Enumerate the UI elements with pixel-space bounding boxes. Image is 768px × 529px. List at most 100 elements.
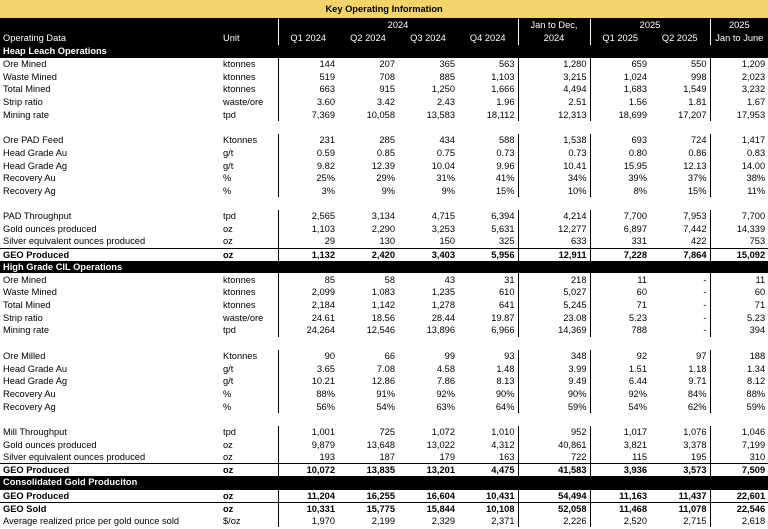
- value-cell: 188: [709, 349, 768, 363]
- data-row: Recovery Ag% 56% 54% 63% 64% 59% 54% 62% 59%: [0, 400, 768, 413]
- value-cell: 40,861: [517, 438, 590, 451]
- value-cell: 84%: [687, 388, 707, 399]
- value-cell: 56%: [277, 400, 338, 413]
- value-cell: 29: [277, 235, 338, 248]
- value-cell: 7,700: [709, 209, 768, 223]
- value-cell: 1.48: [496, 363, 515, 374]
- value-cell: 18.56: [371, 312, 395, 323]
- value-cell: 1,280: [517, 57, 590, 71]
- value-cell: 62%: [687, 401, 707, 412]
- period-header: Jan to Dec,: [517, 18, 590, 32]
- row-unit: ktonnes: [223, 274, 256, 285]
- value-cell: 31%: [436, 173, 455, 184]
- column-header: Operating Data: [0, 31, 220, 45]
- value-cell: 11,468: [589, 501, 650, 515]
- value-cell: 54%: [589, 400, 650, 413]
- value-cell: 92%: [589, 387, 650, 401]
- column-header: Q2 2024: [338, 31, 398, 45]
- value-cell: 6,966: [491, 325, 515, 336]
- data-row: Head Grade Au g/t 3.65 7.08 4.58 1.48 3.99 1.51…: [0, 362, 768, 375]
- column-header: Unit: [220, 31, 278, 45]
- value-cell: 1,076: [683, 426, 707, 437]
- row-unit: ktonnes: [223, 300, 256, 311]
- value-cell: 1,024: [589, 70, 650, 84]
- value-cell: 22,601: [709, 488, 768, 503]
- value-cell: 99: [444, 350, 455, 361]
- spacer: [0, 197, 768, 210]
- value-cell: -: [703, 312, 707, 323]
- value-cell: 2,329: [431, 516, 455, 527]
- value-cell: 1,209: [709, 57, 768, 71]
- year-header: 2025: [589, 18, 710, 32]
- value-cell: 915: [379, 84, 395, 95]
- value-cell: 93: [504, 350, 515, 361]
- value-cell: 193: [277, 451, 338, 464]
- year-header: 2025: [709, 18, 768, 32]
- value-cell: 434: [439, 135, 455, 146]
- row-unit: waste/ore: [223, 312, 264, 323]
- value-cell: 3,936: [589, 463, 650, 477]
- row-label: Ore Mined: [3, 59, 47, 70]
- value-cell: 115: [589, 451, 650, 464]
- value-cell: 4.58: [436, 363, 455, 374]
- row-label: Total Mined: [3, 300, 51, 311]
- value-cell: -: [703, 287, 707, 298]
- value-cell: 15.95: [589, 159, 650, 172]
- value-cell: 1,666: [491, 84, 515, 95]
- value-cell: 3,215: [517, 70, 590, 84]
- value-cell: 37%: [687, 173, 707, 184]
- value-cell: 9.71: [688, 376, 707, 387]
- row-label: Head Grade Au: [3, 147, 68, 158]
- data-row: Ore Mined ktonnes 85 58 43 31 218 11-11: [0, 273, 768, 287]
- value-cell: 2,099: [277, 286, 338, 299]
- row-label: Recovery Au: [3, 173, 56, 184]
- spacer: [0, 121, 768, 134]
- value-cell: 0.73: [517, 146, 590, 160]
- value-cell: 663: [277, 83, 338, 96]
- value-cell: 5.23: [709, 311, 768, 325]
- value-cell: 12,546: [366, 325, 395, 336]
- value-cell: 8.12: [709, 374, 768, 388]
- value-cell: 633: [517, 235, 590, 248]
- section-title: Consolidated Gold Produciton: [0, 476, 768, 490]
- value-cell: 52,058: [517, 501, 590, 515]
- row-unit: %: [223, 388, 232, 399]
- row-label: Mining rate: [3, 325, 49, 336]
- data-row: Strip ratio waste/ore 3.60 3.42 2.43 1.96 2.51…: [0, 95, 768, 109]
- value-cell: 1,083: [371, 287, 395, 298]
- value-cell: 1,017: [589, 425, 650, 439]
- value-cell: 1,278: [431, 300, 455, 311]
- value-cell: 348: [517, 349, 590, 363]
- value-cell: 10,108: [458, 501, 518, 515]
- value-cell: 11,204: [277, 488, 338, 503]
- value-cell: 1,142: [371, 300, 395, 311]
- spacer-row: [0, 197, 768, 210]
- value-cell: -: [703, 325, 707, 336]
- value-cell: 1.67: [709, 95, 768, 109]
- row-unit: %: [223, 401, 232, 412]
- data-row: Mining rate tpd 24,264 12,546 13,896 6,966 14,…: [0, 324, 768, 337]
- value-cell: 15%: [687, 185, 707, 196]
- value-cell: 2,023: [709, 70, 768, 84]
- value-cell: 4,475: [458, 463, 518, 477]
- row-label: Recovery Ag: [3, 401, 56, 412]
- value-cell: 11: [709, 273, 768, 287]
- value-cell: 58: [384, 274, 395, 285]
- value-cell: 5.23: [589, 311, 650, 325]
- row-unit: oz: [220, 247, 278, 261]
- value-cell: 13,896: [426, 325, 455, 336]
- value-cell: 3,253: [431, 223, 455, 234]
- value-cell: -: [703, 300, 707, 311]
- data-row: GEO Produced oz 10,072 13,835 13,201 4,475 41,…: [0, 463, 768, 477]
- value-cell: 9.96: [496, 160, 515, 171]
- value-cell: 59%: [517, 400, 590, 413]
- value-cell: 66: [384, 350, 395, 361]
- data-row: Ore PAD Feed Ktonnes 231 285 434 588 1,538 693 7…: [0, 133, 768, 147]
- value-cell: 394: [709, 324, 768, 337]
- value-cell: 365: [439, 59, 455, 70]
- value-cell: 3.99: [517, 362, 590, 375]
- value-cell: 285: [379, 135, 395, 146]
- value-cell: 13,835: [338, 463, 398, 477]
- value-cell: 519: [277, 70, 338, 84]
